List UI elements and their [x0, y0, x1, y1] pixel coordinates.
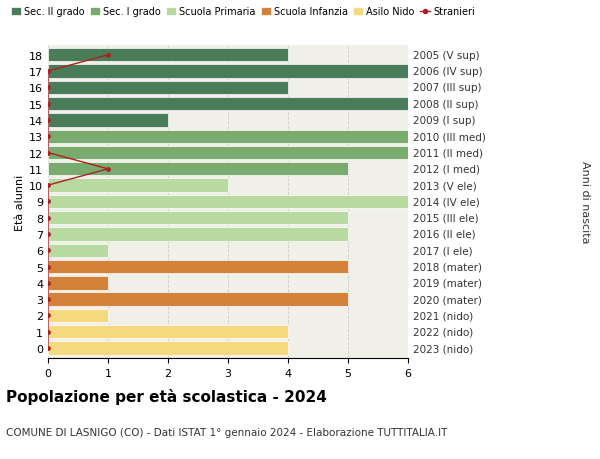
Text: 2005 (V sup): 2005 (V sup) — [413, 50, 480, 61]
Text: 2013 (V ele): 2013 (V ele) — [413, 181, 477, 190]
Bar — [48, 195, 408, 209]
Bar — [48, 309, 108, 322]
Text: 2023 (nido): 2023 (nido) — [413, 343, 473, 353]
Text: 2011 (II med): 2011 (II med) — [413, 148, 484, 158]
Text: 2015 (III ele): 2015 (III ele) — [413, 213, 479, 223]
Text: COMUNE DI LASNIGO (CO) - Dati ISTAT 1° gennaio 2024 - Elaborazione TUTTITALIA.IT: COMUNE DI LASNIGO (CO) - Dati ISTAT 1° g… — [6, 427, 448, 437]
Bar — [48, 114, 168, 127]
Y-axis label: Età alunni: Età alunni — [15, 174, 25, 230]
Text: 2020 (mater): 2020 (mater) — [413, 295, 482, 304]
Text: Popolazione per età scolastica - 2024: Popolazione per età scolastica - 2024 — [6, 388, 327, 404]
Bar — [48, 228, 348, 241]
Bar — [48, 212, 348, 225]
Bar — [48, 325, 288, 339]
Text: 2016 (II ele): 2016 (II ele) — [413, 230, 476, 240]
Bar — [48, 277, 108, 290]
Text: 2012 (I med): 2012 (I med) — [413, 164, 481, 174]
Text: 2021 (nido): 2021 (nido) — [413, 311, 473, 321]
Legend: Sec. II grado, Sec. I grado, Scuola Primaria, Scuola Infanzia, Asilo Nido, Stran: Sec. II grado, Sec. I grado, Scuola Prim… — [11, 7, 475, 17]
Text: 2006 (IV sup): 2006 (IV sup) — [413, 67, 483, 77]
Text: 2018 (mater): 2018 (mater) — [413, 262, 482, 272]
Bar — [48, 293, 348, 306]
Text: Anni di nascita: Anni di nascita — [580, 161, 590, 243]
Bar — [48, 163, 348, 176]
Text: 2014 (IV ele): 2014 (IV ele) — [413, 197, 480, 207]
Text: 2007 (III sup): 2007 (III sup) — [413, 83, 482, 93]
Bar — [48, 146, 408, 160]
Bar — [48, 260, 348, 274]
Bar — [48, 98, 408, 111]
Bar — [48, 49, 288, 62]
Text: 2017 (I ele): 2017 (I ele) — [413, 246, 473, 256]
Text: 2019 (mater): 2019 (mater) — [413, 278, 482, 288]
Text: 2022 (nido): 2022 (nido) — [413, 327, 473, 337]
Bar — [48, 130, 408, 144]
Bar — [48, 341, 288, 355]
Bar — [48, 82, 288, 95]
Bar — [48, 244, 108, 257]
Bar — [48, 65, 408, 78]
Bar — [48, 179, 228, 192]
Text: 2010 (III med): 2010 (III med) — [413, 132, 486, 142]
Text: 2009 (I sup): 2009 (I sup) — [413, 116, 476, 126]
Text: 2008 (II sup): 2008 (II sup) — [413, 100, 479, 109]
